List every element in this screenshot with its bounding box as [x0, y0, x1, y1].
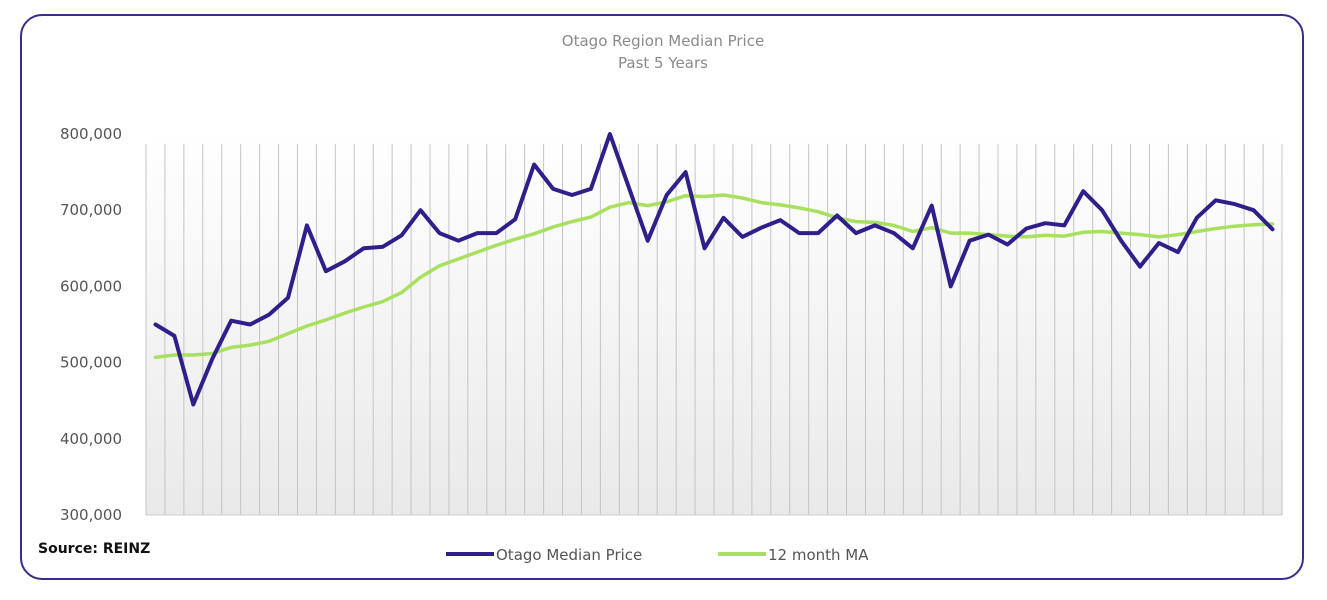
y-tick-label: 400,000	[60, 430, 122, 448]
legend-label-median: Otago Median Price	[496, 546, 642, 564]
legend: Otago Median Price 12 month MA	[446, 546, 869, 564]
series-line-median-price	[153, 132, 1275, 407]
y-tick-label: 300,000	[60, 506, 122, 524]
y-tick-label: 500,000	[60, 354, 122, 372]
vertical-gridlines	[145, 144, 1283, 516]
chart-title: Otago Region Median Price	[562, 32, 764, 50]
series-line-12-month-ma	[153, 193, 1275, 360]
source-note: Source: REINZ	[38, 541, 151, 557]
y-tick-label: 800,000	[60, 125, 122, 143]
y-tick-label: 600,000	[60, 277, 122, 295]
y-axis-ticks: 300,000 400,000 500,000 600,000 700,000 800,0…	[60, 125, 122, 524]
series-lines	[153, 132, 1275, 407]
chart-subtitle: Past 5 Years	[618, 54, 708, 72]
y-tick-label: 700,000	[60, 201, 122, 219]
legend-label-ma: 12 month MA	[768, 546, 869, 564]
